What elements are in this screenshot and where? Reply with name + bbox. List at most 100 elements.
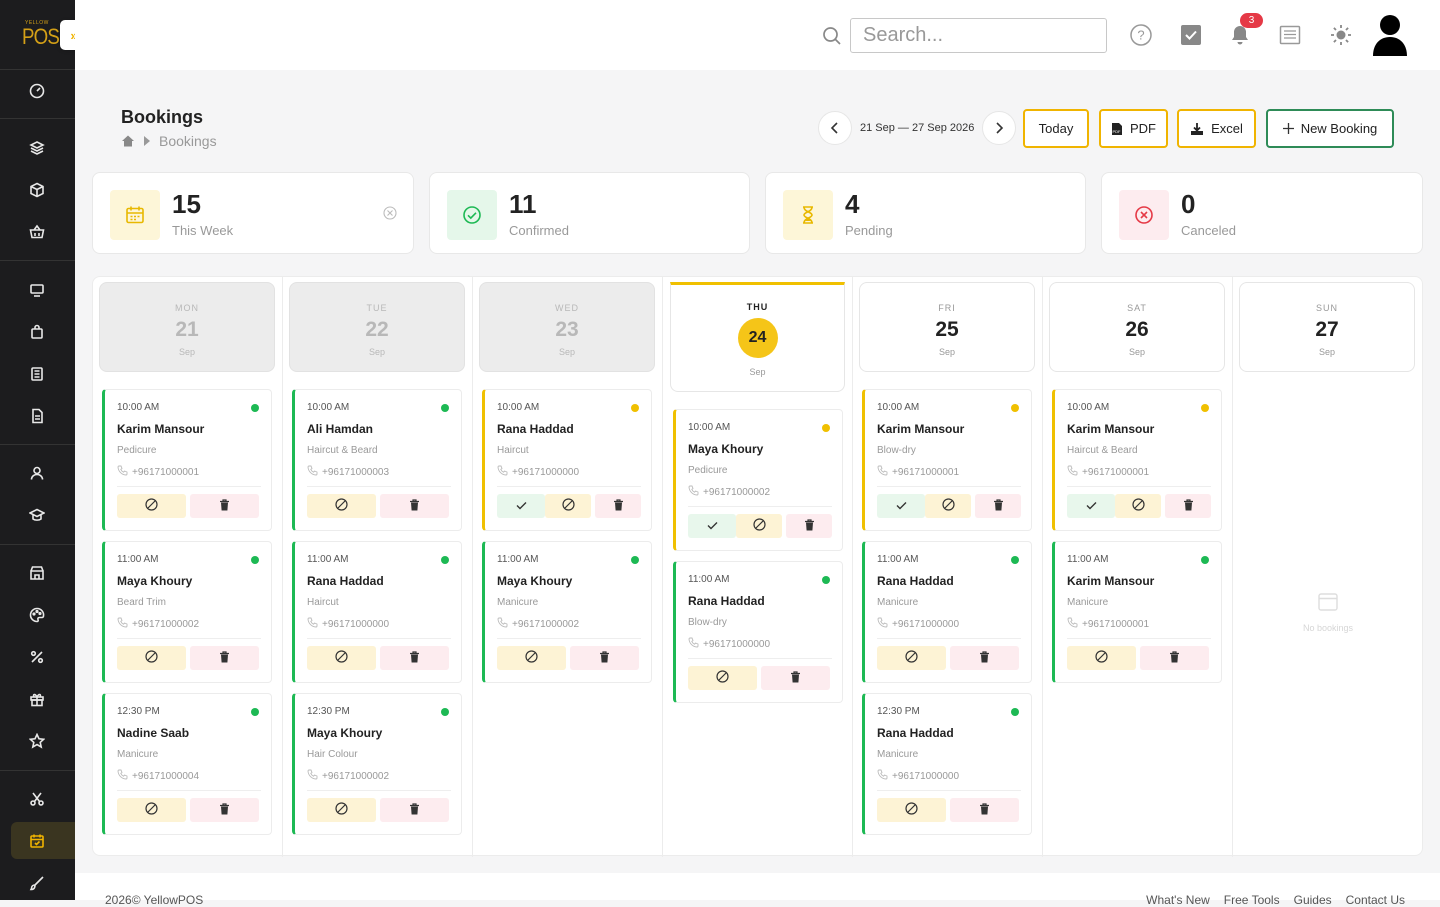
- calendar-bookings-icon[interactable]: [27, 831, 47, 851]
- cancel-booking-button[interactable]: [307, 646, 376, 670]
- gift-icon[interactable]: [27, 689, 47, 709]
- delete-booking-button[interactable]: [761, 666, 830, 690]
- cancel-booking-button[interactable]: [1115, 494, 1161, 518]
- store-icon[interactable]: [27, 563, 47, 583]
- sun-theme-icon[interactable]: [1330, 24, 1352, 46]
- stat-card-canceled[interactable]: 0 Canceled: [1101, 172, 1423, 254]
- star-sparkle-icon[interactable]: [27, 731, 47, 751]
- day-header-tue[interactable]: TUE 22 Sep: [289, 282, 465, 372]
- booking-card[interactable]: 10:00 AM Ali Hamdan Haircut & Beard +961710…: [292, 389, 462, 531]
- layers-icon[interactable]: [27, 138, 47, 158]
- today-button[interactable]: Today: [1023, 109, 1089, 148]
- monitor-icon[interactable]: [27, 280, 47, 300]
- receipt-list-icon[interactable]: [27, 364, 47, 384]
- percent-icon[interactable]: [27, 647, 47, 667]
- booking-card[interactable]: 11:00 AM Maya Khoury Beard Trim +9617100000…: [102, 541, 272, 683]
- check-icon: [896, 499, 907, 513]
- confirm-booking-button[interactable]: [877, 494, 925, 518]
- day-header-fri[interactable]: FRI 25 Sep: [859, 282, 1035, 372]
- footer-link[interactable]: Free Tools: [1224, 893, 1280, 907]
- cancel-booking-button[interactable]: [117, 646, 186, 670]
- cancel-booking-button[interactable]: [877, 646, 946, 670]
- cancel-booking-button[interactable]: [117, 494, 186, 518]
- booking-card[interactable]: 11:00 AM Rana Haddad Haircut +96171000000: [292, 541, 462, 683]
- booking-card[interactable]: 11:00 AM Maya Khoury Manicure +96171000002: [482, 541, 652, 683]
- booking-card[interactable]: 10:00 AM Maya Khoury Pedicure +96171000002: [673, 409, 843, 551]
- delete-booking-button[interactable]: [950, 798, 1019, 822]
- breadcrumb-item[interactable]: Bookings: [159, 133, 217, 149]
- booking-card[interactable]: 10:00 AM Rana Haddad Haircut +96171000000: [482, 389, 652, 531]
- delete-booking-button[interactable]: [950, 646, 1019, 670]
- booking-card[interactable]: 12:30 PM Rana Haddad Manicure +96171000000: [862, 693, 1032, 835]
- user-avatar[interactable]: [1372, 14, 1408, 56]
- delete-booking-button[interactable]: [190, 646, 259, 670]
- delete-booking-button[interactable]: [975, 494, 1021, 518]
- search-input[interactable]: [850, 18, 1107, 53]
- brush-icon[interactable]: [27, 873, 47, 893]
- delete-booking-button[interactable]: [380, 798, 449, 822]
- cancel-booking-button[interactable]: [545, 494, 591, 518]
- cancel-booking-button[interactable]: [1067, 646, 1136, 670]
- delete-booking-button[interactable]: [380, 646, 449, 670]
- clear-filter-icon[interactable]: [383, 206, 397, 220]
- delete-booking-button[interactable]: [570, 646, 639, 670]
- cancel-booking-button[interactable]: [307, 494, 376, 518]
- delete-booking-button[interactable]: [1165, 494, 1211, 518]
- pdf-export-button[interactable]: PDF PDF: [1099, 109, 1168, 148]
- excel-export-button[interactable]: Excel: [1177, 109, 1256, 148]
- footer-brand-link[interactable]: YellowPOS: [144, 893, 204, 907]
- cancel-booking-button[interactable]: [736, 514, 782, 538]
- box-icon[interactable]: [27, 180, 47, 200]
- booking-time: 12:30 PM: [117, 706, 160, 717]
- booking-card[interactable]: 11:00 AM Rana Haddad Manicure +96171000000: [862, 541, 1032, 683]
- cancel-booking-button[interactable]: [925, 494, 971, 518]
- cancel-booking-button[interactable]: [497, 646, 566, 670]
- user-icon[interactable]: [27, 463, 47, 483]
- confirm-booking-button[interactable]: [497, 494, 545, 518]
- booking-card[interactable]: 12:30 PM Maya Khoury Hair Colour +961710000…: [292, 693, 462, 835]
- shopping-bag-icon[interactable]: [27, 322, 47, 342]
- delete-booking-button[interactable]: [380, 494, 449, 518]
- scissors-icon[interactable]: [27, 789, 47, 809]
- graduation-cap-icon[interactable]: [27, 505, 47, 525]
- tasks-check-icon[interactable]: [1180, 24, 1202, 46]
- basket-icon[interactable]: [27, 222, 47, 242]
- confirm-booking-button[interactable]: [1067, 494, 1115, 518]
- help-icon[interactable]: ?: [1130, 24, 1152, 46]
- booking-card[interactable]: 12:30 PM Nadine Saab Manicure +96171000004: [102, 693, 272, 835]
- delete-booking-button[interactable]: [1140, 646, 1209, 670]
- delete-booking-button[interactable]: [786, 514, 832, 538]
- next-week-button[interactable]: [982, 111, 1016, 145]
- booking-card[interactable]: 10:00 AM Karim Mansour Pedicure +9617100000…: [102, 389, 272, 531]
- booking-card[interactable]: 10:00 AM Karim Mansour Blow-dry +9617100000…: [862, 389, 1032, 531]
- dashboard-gauge-icon[interactable]: [27, 81, 47, 101]
- cancel-booking-button[interactable]: [688, 666, 757, 690]
- day-header-sun[interactable]: SUN 27 Sep: [1239, 282, 1415, 372]
- news-icon[interactable]: [1279, 24, 1301, 46]
- footer-link[interactable]: What's New: [1146, 893, 1210, 907]
- day-header-mon[interactable]: MON 21 Sep: [99, 282, 275, 372]
- day-header-sat[interactable]: SAT 26 Sep: [1049, 282, 1225, 372]
- delete-booking-button[interactable]: [190, 494, 259, 518]
- cancel-booking-button[interactable]: [877, 798, 946, 822]
- day-header-thu[interactable]: THU 24 Sep: [670, 282, 845, 392]
- booking-card[interactable]: 10:00 AM Karim Mansour Haircut & Beard +961…: [1052, 389, 1222, 531]
- stat-card-confirmed[interactable]: 11 Confirmed: [429, 172, 750, 254]
- booking-card[interactable]: 11:00 AM Karim Mansour Manicure +9617100000…: [1052, 541, 1222, 683]
- booking-card[interactable]: 11:00 AM Rana Haddad Blow-dry +96171000000: [673, 561, 843, 703]
- footer-link[interactable]: Contact Us: [1346, 893, 1405, 907]
- footer-link[interactable]: Guides: [1294, 893, 1332, 907]
- new-booking-button[interactable]: New Booking: [1266, 109, 1394, 148]
- document-icon[interactable]: [27, 406, 47, 426]
- app-logo[interactable]: YELLOW POS: [22, 18, 60, 50]
- delete-booking-button[interactable]: [595, 494, 641, 518]
- confirm-booking-button[interactable]: [688, 514, 736, 538]
- cancel-booking-button[interactable]: [307, 798, 376, 822]
- prev-week-button[interactable]: [818, 111, 852, 145]
- cancel-booking-button[interactable]: [117, 798, 186, 822]
- day-header-wed[interactable]: WED 23 Sep: [479, 282, 655, 372]
- stat-card-pending[interactable]: 4 Pending: [765, 172, 1086, 254]
- palette-icon[interactable]: [27, 605, 47, 625]
- delete-booking-button[interactable]: [190, 798, 259, 822]
- home-icon[interactable]: [121, 134, 135, 148]
